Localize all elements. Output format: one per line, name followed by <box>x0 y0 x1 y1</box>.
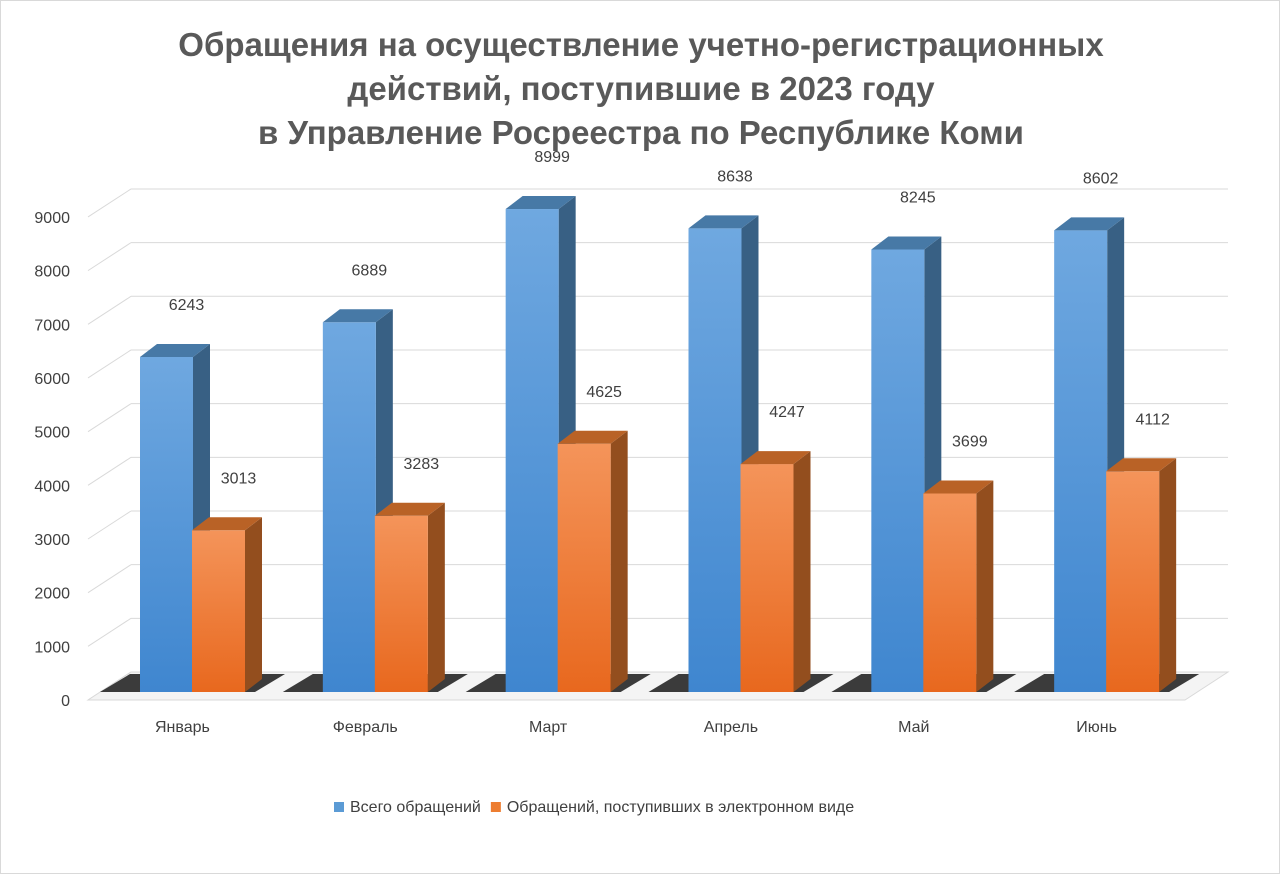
data-label: 3283 <box>404 456 440 473</box>
data-label: 8999 <box>534 149 570 166</box>
y-tick-label: 4000 <box>34 478 70 495</box>
bar-electronic <box>1106 458 1177 692</box>
gridline-depth <box>87 349 132 379</box>
x-category-label: Март <box>529 719 568 736</box>
legend-swatch <box>334 802 344 812</box>
legend-swatch <box>490 802 501 812</box>
data-label: 6243 <box>169 297 205 314</box>
gridline-depth <box>87 456 132 486</box>
y-tick-label: 5000 <box>34 425 70 442</box>
legend-item: Всего обращений <box>334 799 481 816</box>
x-category-label: Февраль <box>333 719 398 736</box>
bar-total <box>322 309 393 692</box>
x-category-label: Апрель <box>704 719 758 736</box>
y-tick-label: 0 <box>61 693 70 710</box>
legend-label: Всего обращений <box>350 799 481 816</box>
bar-electronic <box>557 430 628 692</box>
chart-title: Обращения на осуществление учетно-регист… <box>1 23 1280 155</box>
gridline-depth <box>87 510 132 540</box>
y-tick-label: 7000 <box>34 317 70 334</box>
legend-label: Обращений, поступивших в электронном вид… <box>507 799 854 816</box>
bar-total <box>505 196 576 692</box>
bar-electronic <box>740 451 811 692</box>
data-label: 6889 <box>352 262 388 279</box>
gridline-depth <box>87 617 132 647</box>
x-category-label: Июнь <box>1076 719 1117 736</box>
legend-item: Обращений, поступивших в электронном вид… <box>490 799 854 816</box>
x-category-label: Январь <box>155 719 210 736</box>
gridline-depth <box>87 564 132 594</box>
x-category-label: Май <box>898 719 929 736</box>
bar-electronic <box>192 517 262 692</box>
bar-electronic <box>374 502 445 692</box>
y-tick-label: 2000 <box>34 586 70 603</box>
bar-total <box>140 343 210 692</box>
y-tick-label: 3000 <box>34 532 70 549</box>
data-label: 8638 <box>717 168 753 185</box>
y-tick-label: 1000 <box>34 639 70 656</box>
y-tick-label: 6000 <box>34 371 70 388</box>
data-label: 8245 <box>900 189 936 206</box>
bar-total <box>688 215 759 692</box>
bar-electronic <box>923 480 994 692</box>
data-label: 4112 <box>1135 411 1170 428</box>
data-label: 3013 <box>221 470 257 487</box>
data-label: 8602 <box>1083 170 1119 187</box>
gridline-depth <box>87 242 132 272</box>
y-tick-label: 9000 <box>34 210 70 227</box>
gridline-depth <box>87 403 132 433</box>
chart-title-line-3: в Управление Росреестра по Республике Ко… <box>258 114 1024 151</box>
chart-title-line-1: Обращения на осуществление учетно-регист… <box>178 26 1104 63</box>
chart-title-line-2: действий, поступившие в 2023 году <box>347 70 935 107</box>
gridline-depth <box>87 295 132 325</box>
y-tick-label: 8000 <box>34 264 70 281</box>
data-label: 4247 <box>769 404 805 421</box>
gridline-depth <box>87 188 132 218</box>
data-label: 3699 <box>952 433 988 450</box>
data-label: 4625 <box>586 384 622 401</box>
